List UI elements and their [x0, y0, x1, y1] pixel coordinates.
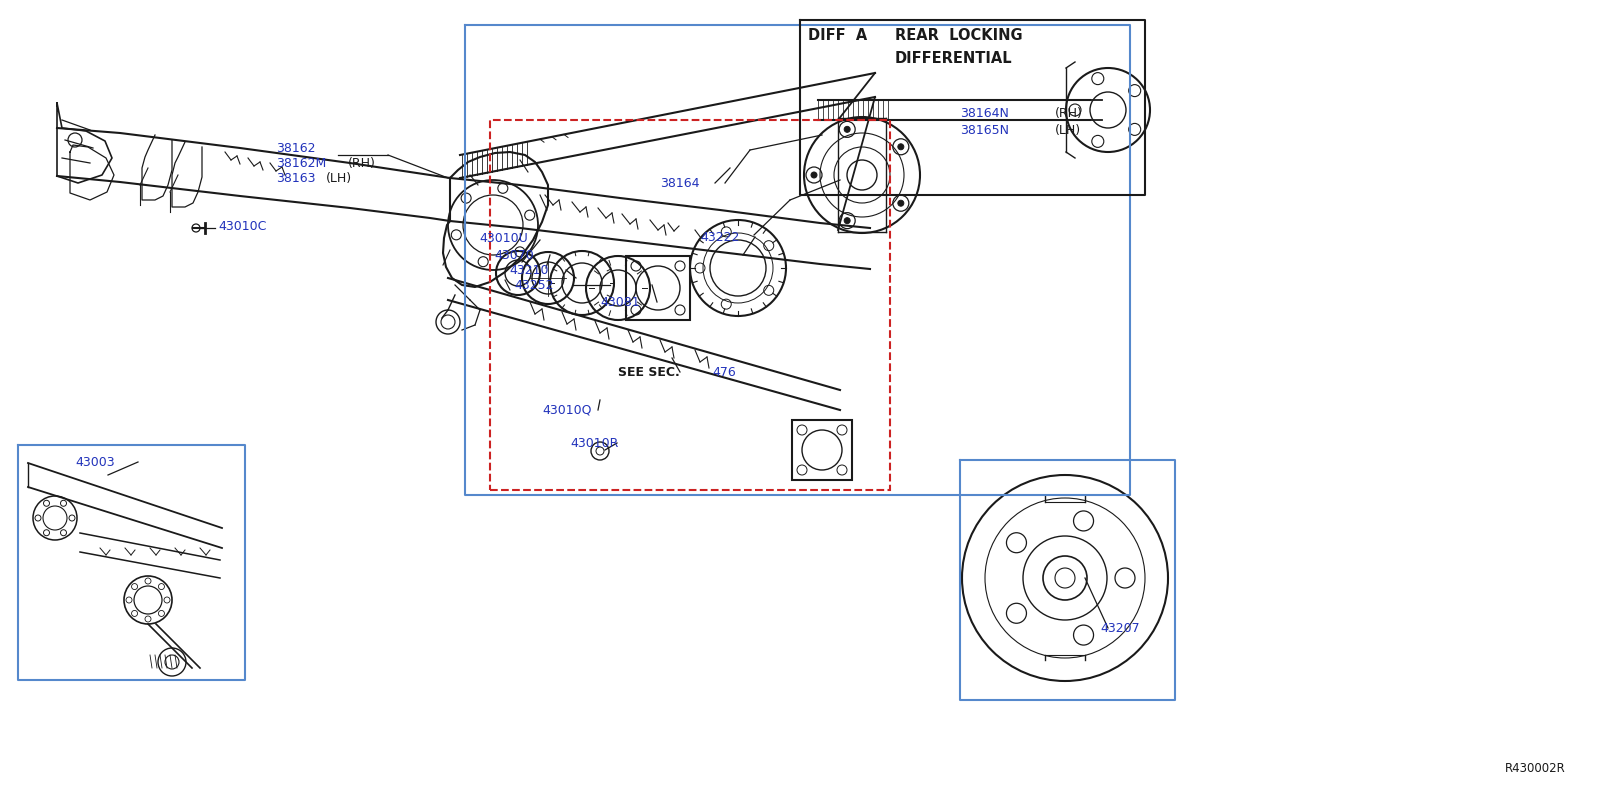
- Bar: [792, 420, 853, 480]
- Text: R430002R: R430002R: [1506, 762, 1566, 774]
- Text: 43010Q: 43010Q: [542, 404, 592, 416]
- Circle shape: [845, 218, 850, 224]
- Text: 38162: 38162: [277, 141, 315, 155]
- Text: 43010C: 43010C: [218, 220, 266, 232]
- Text: 43010R: 43010R: [570, 437, 618, 450]
- Text: 43210: 43210: [509, 264, 549, 276]
- Text: DIFF  A: DIFF A: [808, 28, 867, 43]
- Text: (LH): (LH): [326, 171, 352, 185]
- Bar: [490, 120, 890, 490]
- Text: 43003: 43003: [75, 456, 115, 468]
- Text: 38165N: 38165N: [960, 123, 1010, 137]
- Text: 43252: 43252: [514, 279, 554, 292]
- Circle shape: [898, 144, 904, 150]
- Text: 43207: 43207: [1101, 622, 1139, 634]
- Circle shape: [898, 200, 904, 206]
- Text: 43010U: 43010U: [478, 231, 528, 244]
- Circle shape: [811, 172, 818, 178]
- Text: 38163: 38163: [277, 171, 315, 185]
- Bar: [626, 256, 690, 320]
- Text: DIFFERENTIAL: DIFFERENTIAL: [894, 51, 1013, 66]
- Text: 43081: 43081: [600, 295, 640, 309]
- Text: 38162M: 38162M: [277, 156, 326, 170]
- Circle shape: [845, 126, 850, 133]
- Text: 43070: 43070: [494, 249, 534, 261]
- Text: (LH): (LH): [1054, 123, 1082, 137]
- Text: 38164N: 38164N: [960, 107, 1010, 119]
- Text: 476: 476: [712, 366, 736, 378]
- Text: (RH): (RH): [349, 156, 376, 170]
- Text: SEE SEC.: SEE SEC.: [618, 366, 680, 378]
- Text: (RH): (RH): [1054, 107, 1083, 119]
- Text: REAR  LOCKING: REAR LOCKING: [894, 28, 1022, 43]
- Text: 43222: 43222: [701, 231, 739, 243]
- Text: 38164: 38164: [661, 176, 699, 190]
